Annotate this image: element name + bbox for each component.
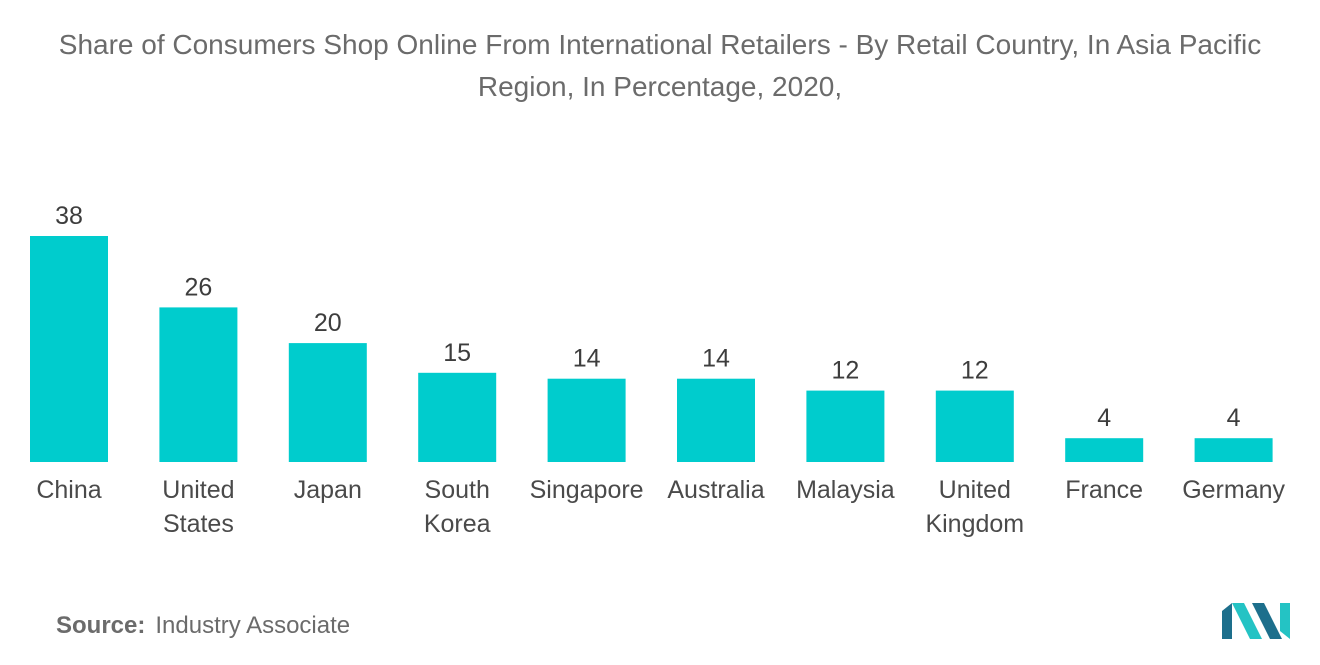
bar [1194,438,1273,462]
category-label-line: United [162,476,234,504]
bar [418,372,497,462]
bar-value-label: 14 [573,345,601,373]
bar-value-label: 4 [1227,404,1241,432]
bar [159,307,238,462]
category-label: South Korea [424,476,491,538]
source-note: Source: Industry Associate [56,612,350,640]
bar-value-label: 15 [443,339,471,367]
category-label-line: Australia [667,476,764,504]
source-text: Industry Associate [155,612,351,639]
bar [30,236,108,462]
category-label: United States [162,476,234,538]
bar-value-label: 38 [55,202,83,230]
category-label-line: Singapore [530,476,644,504]
category-label-line: Germany [1182,476,1285,504]
category-label-line: France [1065,476,1143,504]
category-label: Germany [1182,476,1285,504]
mordor-intelligence-logo-icon [1222,603,1290,639]
category-label-line: Malaysia [796,476,895,504]
bar [547,378,626,462]
bar-value-label: 12 [831,357,859,385]
category-label: China [36,476,101,504]
category-label: United Kingdom [925,476,1024,538]
bar [806,390,885,462]
bar-value-label: 12 [961,357,989,385]
source-label: Source: [56,612,146,639]
category-label-line: Korea [424,510,491,538]
bar [935,390,1014,462]
category-label: Australia [667,476,764,504]
bar [288,343,367,462]
category-label: France [1065,476,1143,504]
bar [1065,438,1144,462]
category-label-line: Kingdom [925,510,1024,538]
category-label-line: China [36,476,101,504]
bar-value-label: 20 [314,309,342,337]
bar-value-label: 14 [702,345,730,373]
logo-left-diagonal [1232,603,1262,639]
category-label-line: South [425,476,490,504]
logo-left-stroke [1222,603,1232,639]
bar-chart: 38 China 26 United States 20 Japan 15 South Korea… [30,202,1286,538]
logo-right-stroke [1280,603,1290,639]
bar-value-label: 26 [184,273,212,301]
category-label-line: States [163,510,234,538]
category-label-line: Japan [294,476,362,504]
logo-right-diagonal [1252,603,1282,639]
category-label: Malaysia [796,476,895,504]
bar-value-label: 4 [1097,404,1111,432]
category-label: Japan [294,476,362,504]
category-label: Singapore [530,476,644,504]
category-label-line: United [939,476,1011,504]
chart-title: Share of Consumers Shop Online From Inte… [58,29,1262,102]
bar [677,378,755,462]
